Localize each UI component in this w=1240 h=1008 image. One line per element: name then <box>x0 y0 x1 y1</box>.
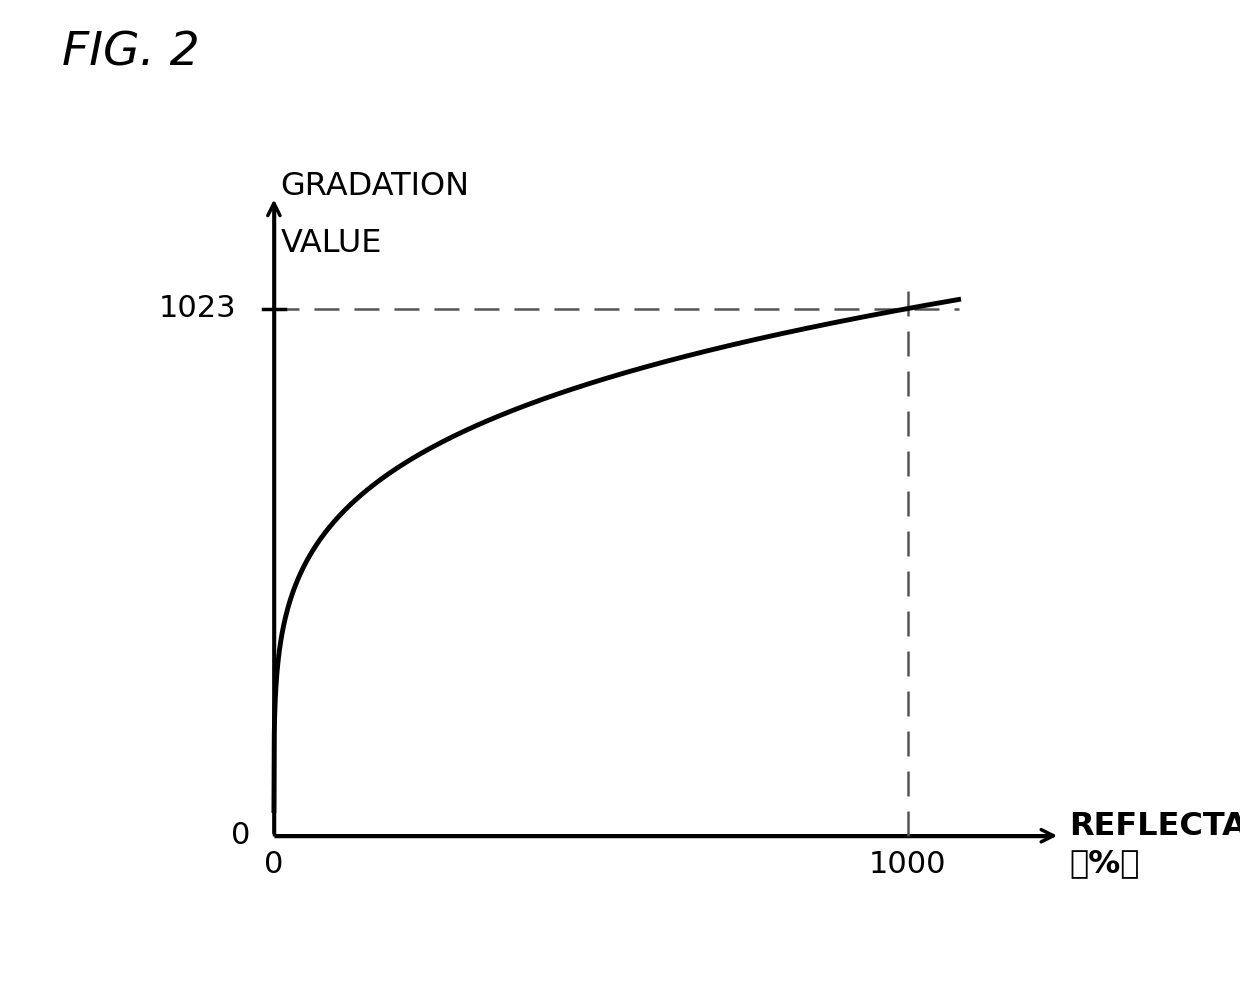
Text: FIG. 2: FIG. 2 <box>62 30 200 76</box>
Text: 1000: 1000 <box>869 850 946 879</box>
Text: VALUE: VALUE <box>280 228 382 259</box>
Text: （%）: （%） <box>1070 849 1140 880</box>
Text: GRADATION: GRADATION <box>280 170 469 202</box>
Text: 1023: 1023 <box>159 294 236 323</box>
Text: REFLECTANCE: REFLECTANCE <box>1070 811 1240 842</box>
Text: 0: 0 <box>232 822 250 850</box>
Text: 0: 0 <box>264 850 284 879</box>
